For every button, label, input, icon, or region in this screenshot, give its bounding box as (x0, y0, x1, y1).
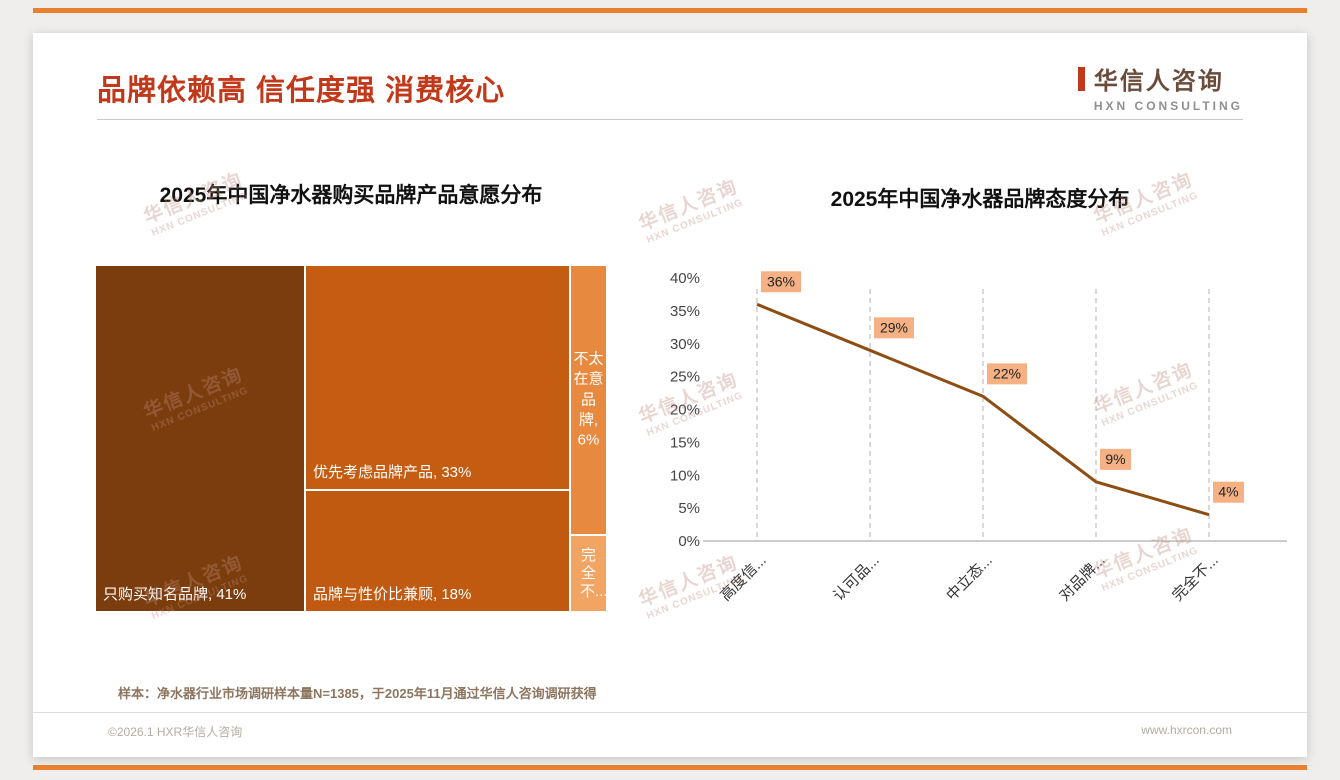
copyright-text: ©2026.1 HXR华信人咨询 (108, 725, 243, 739)
bottom-accent-bar (33, 765, 1307, 770)
x-axis-label: 高度信... (717, 552, 770, 605)
y-axis-tick: 0% (678, 533, 700, 550)
data-label-box (761, 271, 801, 293)
treemap-segment-label: 只购买知名品牌, 41% (103, 586, 247, 603)
y-axis-tick: 35% (670, 303, 700, 320)
footer: ©2026.1 HXR华信人咨询 www.hxrcon.com (108, 723, 1232, 740)
data-label-box (874, 317, 914, 339)
data-label: 4% (1218, 484, 1238, 500)
title-divider (97, 119, 1243, 120)
logo-subtitle: HXN CONSULTING (1093, 99, 1243, 113)
y-axis-tick: 15% (670, 434, 700, 451)
data-label: 29% (880, 319, 908, 335)
y-axis-tick: 10% (670, 467, 700, 484)
x-axis-label: 对品牌... (1056, 552, 1109, 605)
x-axis-label: 完全不... (1168, 551, 1221, 604)
y-axis-tick: 40% (670, 270, 700, 287)
footer-divider (33, 712, 1307, 713)
x-axis-label: 认可品... (830, 552, 883, 605)
company-logo: 华信人咨询 HXN CONSULTING (1077, 61, 1243, 113)
treemap-segment-label: 优先考虑品牌产品, 33% (313, 464, 472, 481)
data-label: 36% (767, 273, 795, 289)
y-axis-tick: 25% (670, 369, 700, 386)
treemap-segment-label: 品牌与性价比兼顾, 18% (313, 586, 472, 603)
data-label: 9% (1105, 451, 1125, 467)
y-axis-tick: 5% (678, 500, 700, 517)
page-title: 品牌依赖高 信任度强 消费核心 (97, 75, 506, 107)
treemap-segment: 不太在意品牌, 6% (570, 265, 607, 535)
logo-mark-icon (1077, 66, 1085, 91)
slide-card: 品牌依赖高 信任度强 消费核心 华信人咨询 HXN CONSULTING 202… (33, 33, 1307, 757)
y-axis-tick: 30% (670, 336, 700, 353)
line-chart-title: 2025年中国净水器品牌态度分布 (830, 188, 1130, 211)
x-axis-label: 中立态... (943, 552, 996, 605)
top-accent-bar (33, 8, 1307, 13)
data-label-box (987, 363, 1027, 385)
treemap-segment: 优先考虑品牌产品, 33% (305, 265, 570, 490)
treemap-title: 2025年中国净水器购买品牌产品意愿分布 (159, 184, 543, 207)
data-label: 22% (993, 365, 1021, 381)
y-axis-tick: 20% (670, 402, 700, 419)
treemap-segment: 完全不... (570, 535, 608, 612)
sample-note: 样本：净水器行业市场调研样本量N=1385，于2025年11月通过华信人咨询调研… (118, 686, 597, 701)
data-label-box (1213, 481, 1244, 503)
logo-name: 华信人咨询 (1093, 68, 1224, 95)
treemap-segment: 品牌与性价比兼顾, 18% (305, 490, 570, 612)
treemap-segment: 只购买知名品牌, 41% (95, 265, 305, 612)
attitude-line (756, 302, 1210, 517)
treemap-segment-label: 不太在意品牌, 6% (573, 350, 604, 449)
data-label-box (1100, 448, 1131, 470)
treemap-chart: 只购买知名品牌, 41% 优先考虑品牌产品, 33% 品牌与性价比兼顾, 18% 不太… (95, 265, 608, 612)
website-link[interactable]: www.hxrcon.com (1141, 723, 1232, 737)
attitude-line-chart: 0% 5% 10% 15% 20% 25% 30% 35% 40% 36% 29% 22% 9% 4% 高度… (670, 270, 1287, 605)
treemap-segment-label: 完全不... (580, 546, 608, 600)
